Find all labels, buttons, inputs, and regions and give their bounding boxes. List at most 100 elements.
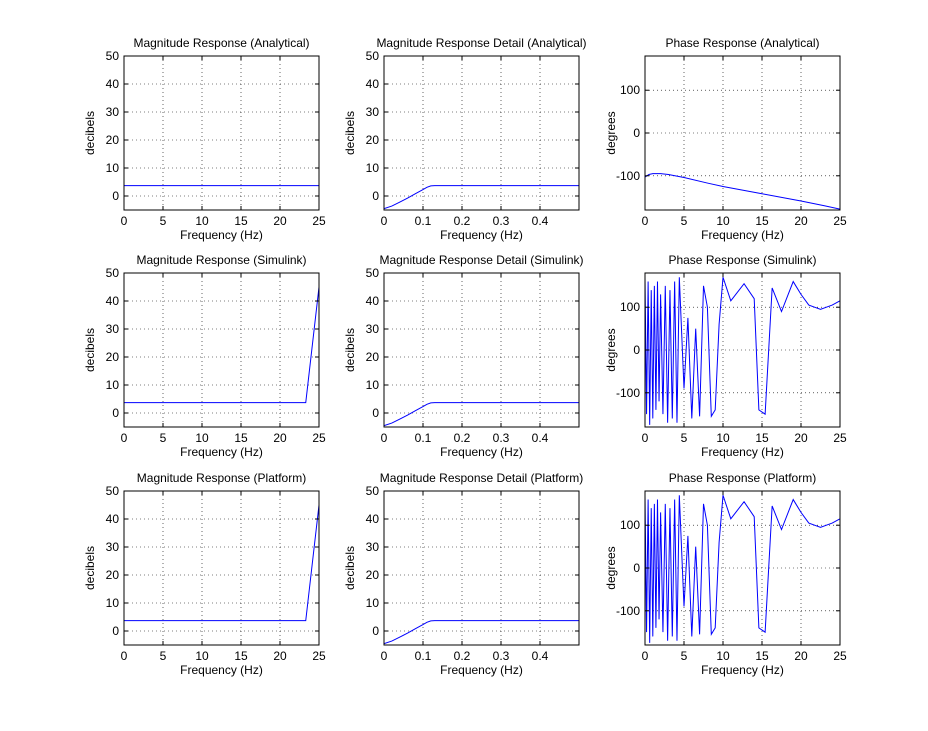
plot-area — [645, 56, 840, 210]
x-tick-label: 5 — [160, 649, 167, 663]
x-tick-label: 0 — [381, 431, 388, 445]
x-axis-label: Frequency (Hz) — [701, 445, 784, 459]
y-tick-label: 10 — [106, 596, 120, 610]
y-axis-label: decibels — [83, 111, 97, 155]
y-tick-label: 0 — [372, 624, 379, 638]
x-axis-label: Frequency (Hz) — [180, 445, 263, 459]
y-tick-label: 20 — [106, 133, 120, 147]
y-tick-label: 100 — [620, 300, 640, 314]
plot-area — [384, 56, 579, 210]
y-tick-label: 50 — [106, 266, 120, 280]
axes-box — [383, 272, 580, 428]
x-tick-label: 25 — [312, 431, 326, 445]
x-tick-label: 25 — [833, 431, 847, 445]
y-tick-label: -100 — [616, 386, 640, 400]
y-tick-label: 20 — [366, 350, 380, 364]
subplot-title: Phase Response (Simulink) — [668, 253, 816, 267]
x-axis-label: Frequency (Hz) — [440, 663, 523, 677]
y-tick-label: 10 — [366, 378, 380, 392]
y-tick-label: 0 — [112, 624, 119, 638]
y-tick-label: 10 — [366, 161, 380, 175]
x-tick-label: 15 — [755, 431, 769, 445]
x-tick-label: 10 — [716, 649, 730, 663]
y-tick-label: 50 — [106, 49, 120, 63]
y-tick-label: 50 — [366, 484, 380, 498]
axes-box — [123, 55, 320, 211]
y-tick-label: 20 — [366, 568, 380, 582]
x-tick-label: 0.1 — [415, 214, 432, 228]
x-tick-label: 20 — [273, 214, 287, 228]
y-tick-label: 50 — [106, 484, 120, 498]
x-tick-label: 10 — [195, 214, 209, 228]
y-tick-label: 20 — [106, 568, 120, 582]
x-axis-label: Frequency (Hz) — [701, 663, 784, 677]
x-tick-label: 0 — [121, 649, 128, 663]
x-tick-label: 20 — [794, 649, 808, 663]
x-tick-label: 10 — [716, 431, 730, 445]
x-tick-label: 5 — [160, 214, 167, 228]
y-tick-label: 0 — [372, 406, 379, 420]
x-tick-label: 0.3 — [493, 649, 510, 663]
x-axis-label: Frequency (Hz) — [440, 228, 523, 242]
subplot-1: 0 5 10 15 20 25 0 10 20 30 40 50 Magnitude Response … — [83, 36, 326, 242]
subplot-title: Magnitude Response Detail (Simulink) — [379, 253, 583, 267]
subplot-title: Magnitude Response (Platform) — [137, 471, 306, 485]
x-axis-label: Frequency (Hz) — [180, 228, 263, 242]
axes-box — [123, 272, 320, 428]
x-tick-label: 25 — [312, 214, 326, 228]
subplot-7: 0 5 10 15 20 25 0 10 20 30 40 50 Magnitude Response … — [83, 471, 326, 677]
x-tick-label: 20 — [273, 431, 287, 445]
x-tick-label: 20 — [273, 649, 287, 663]
y-tick-label: 40 — [106, 294, 120, 308]
x-tick-label: 20 — [794, 214, 808, 228]
y-tick-label: 0 — [633, 343, 640, 357]
series-line-1 — [645, 495, 840, 643]
subplot-4: 0 5 10 15 20 25 0 10 20 30 40 50 Magnitude Response … — [83, 253, 326, 459]
y-tick-label: -100 — [616, 604, 640, 618]
y-tick-label: 30 — [366, 105, 380, 119]
y-tick-label: 10 — [106, 161, 120, 175]
y-tick-label: 50 — [366, 266, 380, 280]
plot-area — [384, 491, 579, 645]
y-axis-label: decibels — [83, 328, 97, 372]
x-tick-label: 0 — [381, 214, 388, 228]
series-line-1 — [124, 504, 319, 622]
x-tick-label: 0.4 — [532, 649, 549, 663]
x-tick-label: 0 — [121, 431, 128, 445]
subplot-3: 0 5 10 15 20 25 -100 0 100 Phase Response (Analyt… — [604, 36, 847, 242]
x-tick-label: 0 — [381, 649, 388, 663]
plot-area — [124, 273, 319, 427]
y-tick-label: 30 — [106, 540, 120, 554]
x-tick-label: 0 — [121, 214, 128, 228]
series-line-1 — [384, 402, 579, 427]
x-tick-label: 0.3 — [493, 214, 510, 228]
x-tick-label: 0 — [642, 649, 649, 663]
series-line-1 — [645, 173, 840, 210]
series-line-1 — [384, 620, 579, 645]
y-axis-label: degrees — [604, 546, 618, 589]
y-tick-label: 50 — [366, 49, 380, 63]
x-tick-label: 10 — [195, 431, 209, 445]
series-line-1 — [384, 185, 579, 210]
axes-box — [383, 55, 580, 211]
y-axis-label: decibels — [83, 546, 97, 590]
plot-area — [384, 273, 579, 427]
y-tick-label: 30 — [106, 322, 120, 336]
y-tick-label: 30 — [366, 322, 380, 336]
x-tick-label: 0.4 — [532, 214, 549, 228]
y-tick-label: 40 — [106, 512, 120, 526]
x-tick-label: 0.1 — [415, 649, 432, 663]
y-tick-label: 0 — [112, 189, 119, 203]
y-tick-label: 20 — [106, 350, 120, 364]
x-tick-label: 5 — [681, 431, 688, 445]
x-tick-label: 0.4 — [532, 431, 549, 445]
y-tick-label: 40 — [366, 294, 380, 308]
x-tick-label: 15 — [755, 649, 769, 663]
subplot-title: Phase Response (Platform) — [669, 471, 816, 485]
y-tick-label: 10 — [366, 596, 380, 610]
y-tick-label: 40 — [366, 77, 380, 91]
x-tick-label: 0 — [642, 431, 649, 445]
